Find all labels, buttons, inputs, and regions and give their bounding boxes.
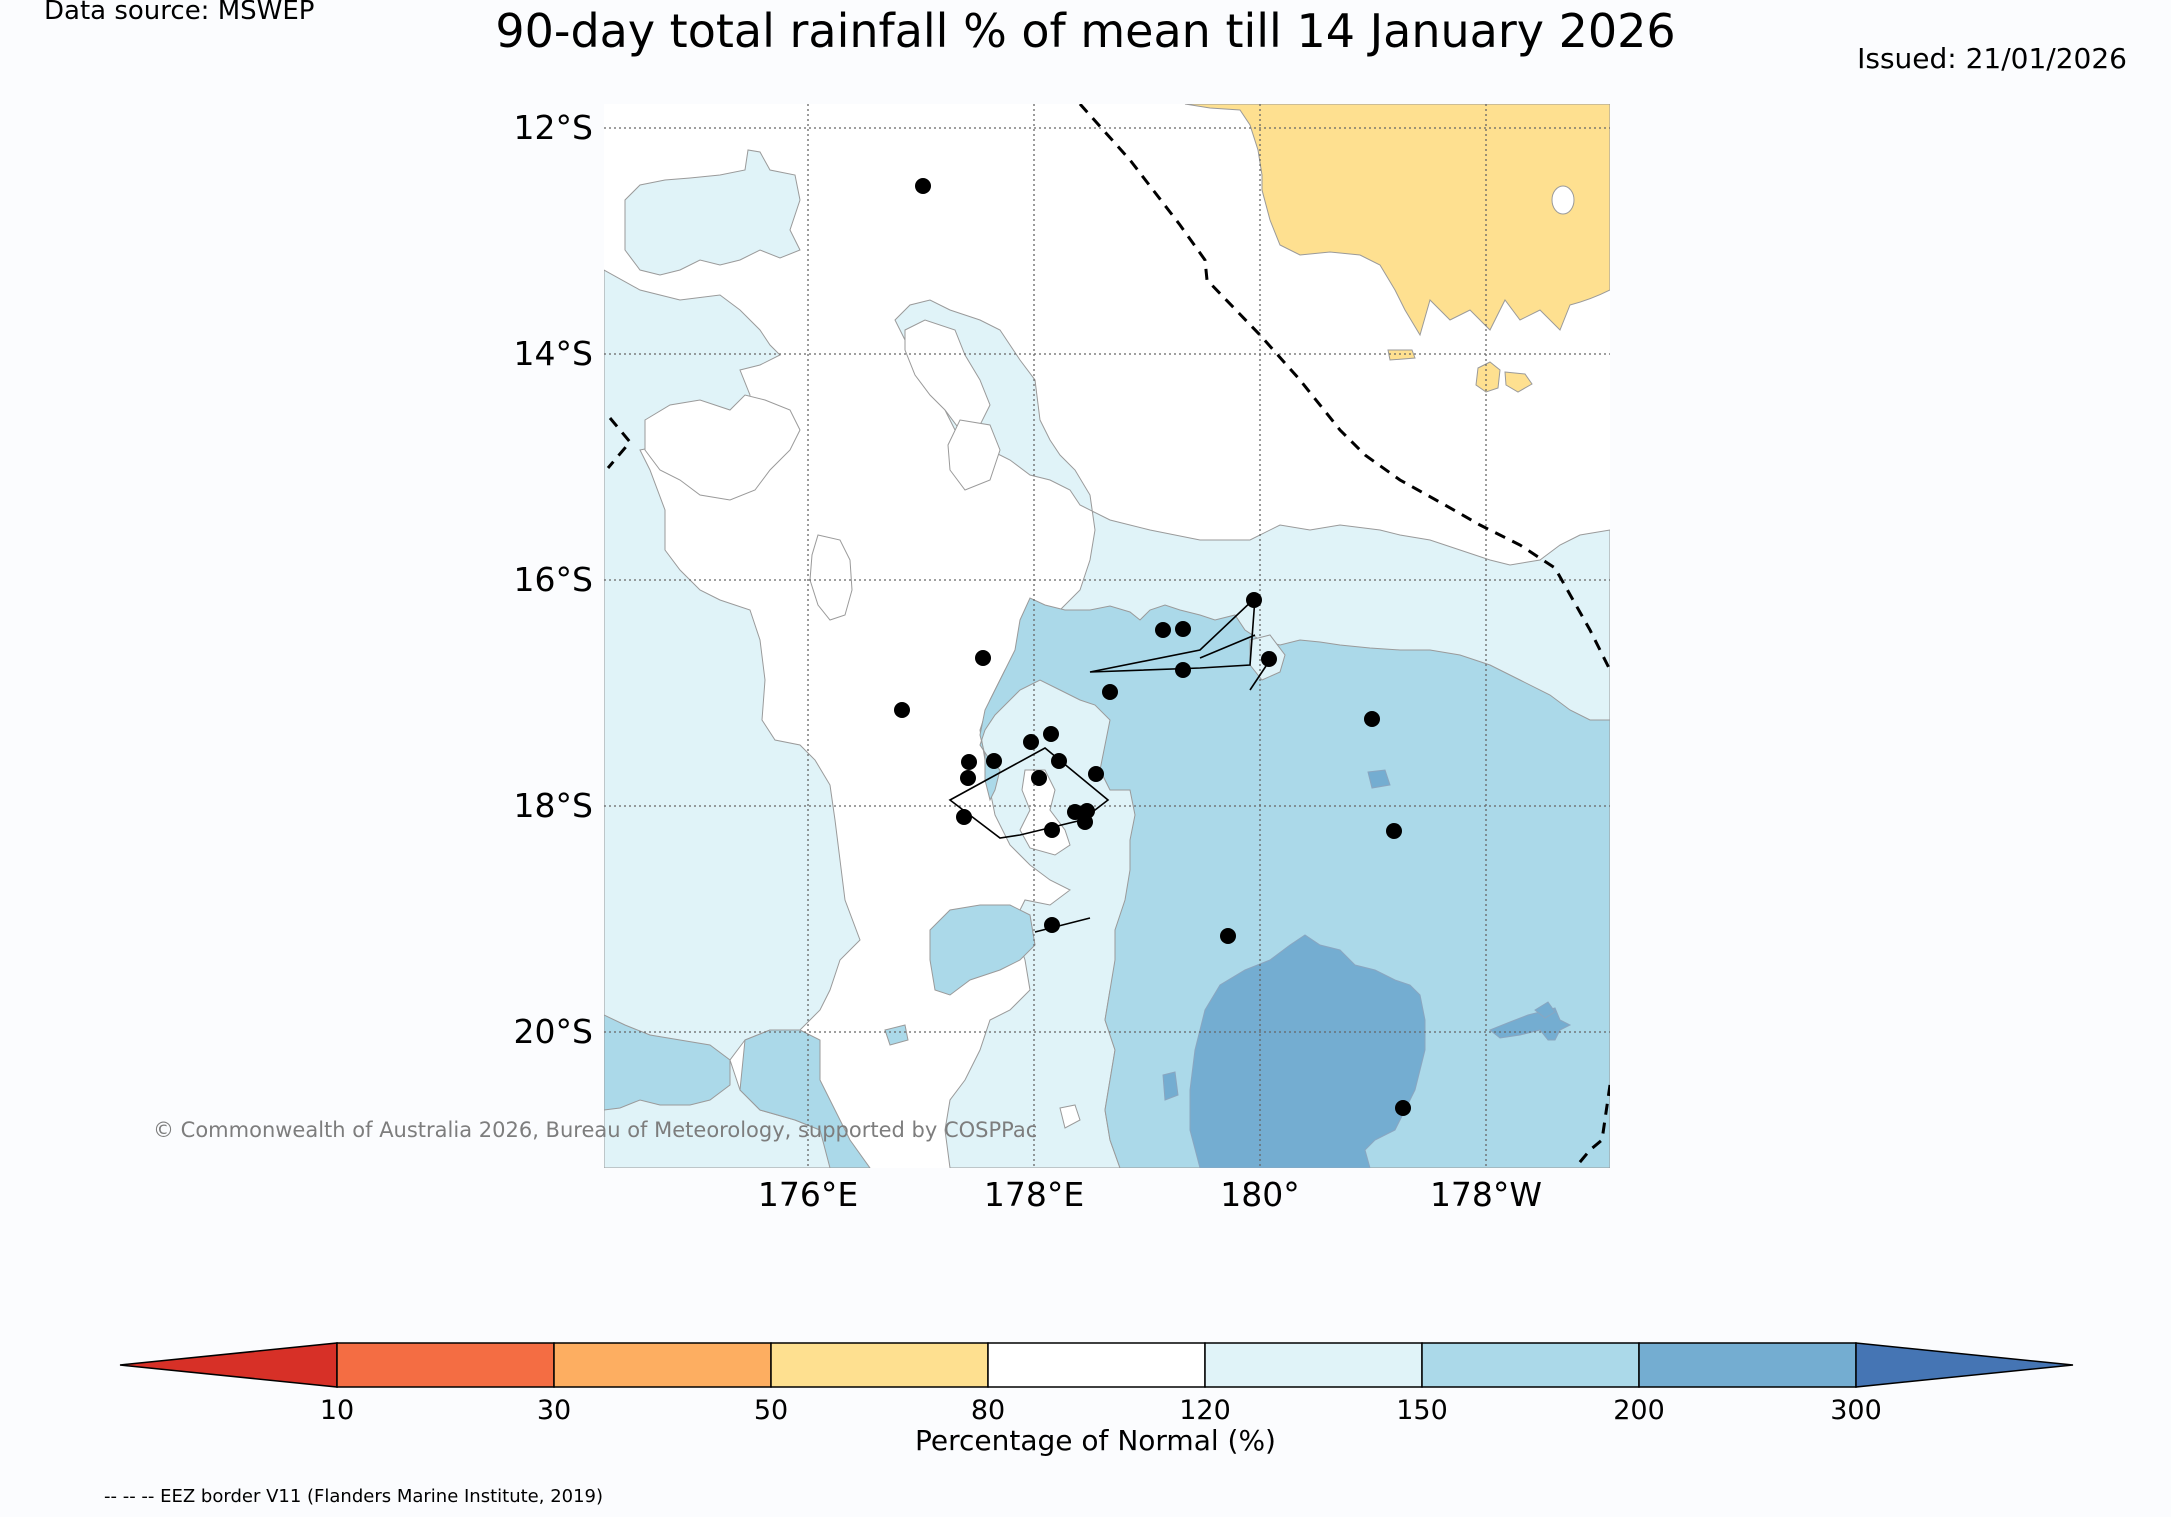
lat-label: 12°S: [514, 108, 593, 147]
station-marker: [1044, 917, 1060, 933]
region-80-120-patch: [1551, 185, 1575, 215]
station-marker: [961, 754, 977, 770]
lon-label: 180°: [1220, 1175, 1300, 1214]
station-marker: [1088, 766, 1104, 782]
station-marker: [1067, 804, 1083, 820]
colorbar-segment-10-30: [336, 1342, 555, 1388]
station-marker: [1246, 592, 1262, 608]
region-50-80-patch: [1475, 361, 1501, 393]
station-marker: [1220, 928, 1236, 944]
station-marker: [1031, 770, 1047, 786]
eez-border-line: [1573, 1084, 1610, 1168]
lon-label: 178°E: [984, 1175, 1084, 1214]
kadavu-outline: [1034, 917, 1091, 933]
station-marker: [956, 809, 972, 825]
region-150-200-main: [979, 597, 1610, 1168]
colorbar-segment-150-200: [1421, 1342, 1640, 1388]
lat-label: 18°S: [514, 786, 593, 825]
colorbar-tick: 80: [971, 1395, 1005, 1426]
data-source-label: Data source: MSWEP: [44, 0, 315, 26]
station-marker: [894, 702, 910, 718]
lat-label: 16°S: [514, 560, 593, 599]
colorbar: 10 30 50 80 120 150 200 300: [119, 1342, 2074, 1426]
region-80-120-hole: [1059, 1104, 1081, 1129]
colorbar-segment-80-120: [987, 1342, 1206, 1388]
region-80-120-hole: [947, 419, 1001, 491]
station-marker: [1175, 662, 1191, 678]
eez-border-line: [606, 417, 632, 469]
region-150-200-south-island: [929, 904, 1036, 996]
station-marker: [1386, 823, 1402, 839]
colorbar-segment-below-10: [119, 1342, 338, 1388]
region-80-120-hole: [644, 394, 801, 501]
lat-label: 20°S: [514, 1012, 593, 1051]
station-marker: [1102, 684, 1118, 700]
station-marker: [1175, 621, 1191, 637]
eez-legend-note: -- -- -- EEZ border V11 (Flanders Marine…: [104, 1486, 604, 1507]
colorbar-label: Percentage of Normal (%): [915, 1424, 1276, 1457]
station-marker: [1077, 814, 1093, 830]
region-80-120-hole: [809, 534, 853, 621]
station-marker: [1155, 622, 1171, 638]
colorbar-tick: 120: [1179, 1395, 1231, 1426]
map-title: 90-day total rainfall % of mean till 14 …: [495, 4, 1676, 58]
station-marker: [1395, 1100, 1411, 1116]
lon-label: 176°E: [758, 1175, 858, 1214]
copyright-notice: © Commonwealth of Australia 2026, Bureau…: [153, 1118, 1038, 1142]
station-marker: [1261, 651, 1277, 667]
station-marker: [975, 650, 991, 666]
region-150-200-southwest: [604, 1014, 731, 1111]
eez-border: [606, 104, 1610, 1168]
lat-label: 14°S: [514, 334, 593, 373]
eez-border-line: [1078, 104, 1610, 671]
region-200-300-patch: [1367, 769, 1391, 789]
colorbar-segment-above-300: [1855, 1342, 2074, 1388]
region-150-200-south: [739, 1029, 871, 1168]
station-marker: [915, 178, 931, 194]
region-200-300-patch: [1534, 1001, 1556, 1019]
station-marker: [1364, 711, 1380, 727]
station-marker: [960, 770, 976, 786]
graticule: [604, 104, 1610, 1168]
colorbar-tick: 200: [1613, 1395, 1665, 1426]
colorbar-segment-200-300: [1638, 1342, 1857, 1388]
colorbar-segment-50-80: [770, 1342, 989, 1388]
lon-label: 178°W: [1430, 1175, 1542, 1214]
station-marker: [1023, 734, 1039, 750]
region-200-300-patch: [1162, 1071, 1179, 1101]
colorbar-segment-120-150: [1204, 1342, 1423, 1388]
station-marker: [986, 753, 1002, 769]
colorbar-segment-30-50: [553, 1342, 772, 1388]
station-marker: [1051, 753, 1067, 769]
region-150-200-patch: [884, 1024, 909, 1046]
region-50-80-patch: [1504, 371, 1533, 393]
region-120-150-northwest: [624, 149, 801, 276]
colorbar-tick: 300: [1830, 1395, 1882, 1426]
colorbar-tick: 150: [1396, 1395, 1448, 1426]
colorbar-tick: 30: [537, 1395, 571, 1426]
stations: [894, 178, 1411, 1116]
issued-date: Issued: 21/01/2026: [1857, 42, 2127, 75]
region-50-80-patch: [1387, 349, 1416, 361]
rainfall-map: 12°S 14°S 16°S 18°S 20°S 176°E 178°E 180…: [514, 104, 1610, 1214]
map-plot-area: [604, 104, 1610, 1168]
station-marker: [1044, 822, 1060, 838]
colorbar-tick: 10: [320, 1395, 354, 1426]
region-200-300-southeast: [1189, 934, 1426, 1168]
station-marker: [1043, 726, 1059, 742]
region-50-80-northeast: [1184, 104, 1610, 337]
colorbar-tick: 50: [754, 1395, 788, 1426]
